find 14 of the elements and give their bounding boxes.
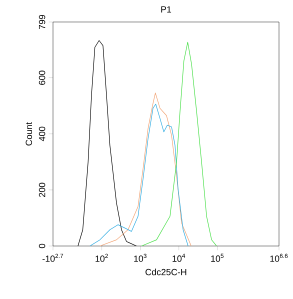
y-axis-title: Count <box>26 122 32 146</box>
y-tick-label: 400 <box>38 126 46 142</box>
y-tick-label: 0 <box>38 244 46 248</box>
x-tick-label: 10$^{5}$ <box>211 254 224 262</box>
y-tick-label: 799 <box>38 14 46 30</box>
x-tick-label: -10$^{2.7}$ <box>42 254 64 262</box>
x-axis-title: Cdc25C-H <box>146 268 186 276</box>
y-tick-label: 200 <box>38 182 46 197</box>
chart-title: P1 <box>161 6 172 12</box>
y-tick-label: 600 <box>38 70 46 85</box>
x-tick-label: 10$^{2}$ <box>96 254 108 262</box>
x-tick-label: 10$^{3}$ <box>134 254 146 262</box>
x-tick-label: 10$^{4}$ <box>172 254 186 262</box>
x-tick-label: 10$^{6.6}$ <box>270 254 288 262</box>
